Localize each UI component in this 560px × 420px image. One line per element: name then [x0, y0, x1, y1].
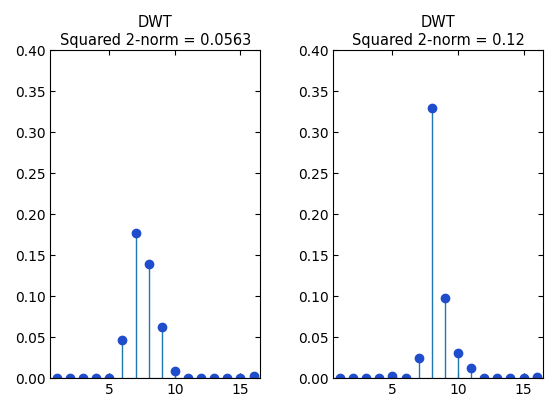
Title: DWT
Squared 2-norm = 0.0563: DWT Squared 2-norm = 0.0563 — [59, 16, 251, 48]
Title: DWT
Squared 2-norm = 0.12: DWT Squared 2-norm = 0.12 — [352, 16, 525, 48]
